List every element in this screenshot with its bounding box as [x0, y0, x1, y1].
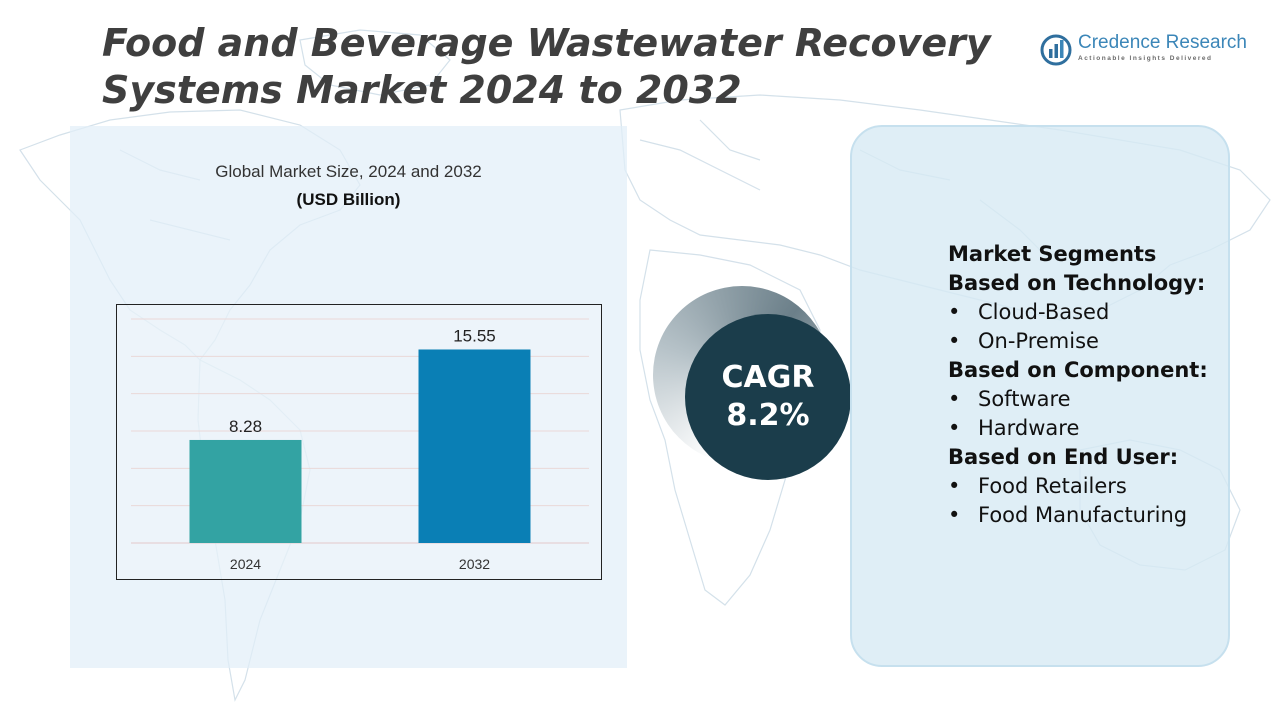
cagr-label: CAGR [721, 360, 815, 395]
segment-item: • Food Retailers [948, 472, 1208, 501]
segment-item-label: Cloud-Based [978, 300, 1110, 324]
bullet-icon: • [948, 387, 961, 411]
bar-2024 [189, 439, 302, 543]
bar-chart: 8.28 15.55 2024 2032 [131, 318, 589, 572]
bullet-icon: • [948, 416, 961, 440]
segment-heading-technology: Based on Technology: [948, 271, 1206, 295]
bullet-icon: • [948, 474, 961, 498]
segment-item: • Food Manufacturing [948, 501, 1208, 530]
segment-item: • On-Premise [948, 327, 1208, 356]
segment-item: • Software [948, 385, 1208, 414]
chart-bars [189, 349, 531, 543]
chart-value-labels: 8.28 15.55 [229, 326, 496, 435]
segment-item: • Hardware [948, 414, 1208, 443]
credence-logo: Credence Research Actionable Insights De… [1040, 30, 1255, 70]
bar-2032 [418, 349, 531, 543]
segments-list: Market Segments Based on Technology: • Cl… [948, 240, 1208, 530]
bullet-icon: • [948, 329, 961, 353]
x-tick-label: 2032 [459, 556, 490, 572]
bar-value-label: 8.28 [229, 417, 262, 436]
segment-item-label: Hardware [978, 416, 1080, 440]
segment-item-label: Food Retailers [978, 474, 1127, 498]
segments-panel [850, 125, 1230, 667]
bullet-icon: • [948, 503, 961, 527]
chart-panel: Global Market Size, 2024 and 2032 (USD B… [70, 126, 627, 668]
cagr-value: 8.2% [726, 398, 810, 433]
segment-heading-component: Based on Component: [948, 358, 1208, 382]
credence-logo-icon [1040, 34, 1072, 66]
chart-unit: (USD Billion) [296, 190, 401, 209]
segment-item-label: Software [978, 387, 1071, 411]
page-title: Food and Beverage Wastewater Recovery Sy… [102, 21, 991, 112]
segment-item-label: On-Premise [978, 329, 1099, 353]
bullet-icon: • [948, 300, 961, 324]
segment-heading-end-user: Based on End User: [948, 445, 1179, 469]
chart-frame: 8.28 15.55 2024 2032 [116, 304, 602, 580]
logo-name: Credence Research [1078, 32, 1247, 53]
chart-title: Global Market Size, 2024 and 2032 [215, 162, 482, 181]
x-tick-label: 2024 [230, 556, 261, 572]
segment-item-label: Food Manufacturing [978, 503, 1188, 527]
bar-value-label: 15.55 [453, 326, 496, 345]
segment-item: • Cloud-Based [948, 298, 1208, 327]
cagr-badge: CAGR 8.2% [685, 314, 851, 480]
logo-tagline: Actionable Insights Delivered [1078, 55, 1213, 62]
segments-title: Market Segments [948, 242, 1157, 266]
chart-x-ticks: 2024 2032 [230, 556, 490, 572]
